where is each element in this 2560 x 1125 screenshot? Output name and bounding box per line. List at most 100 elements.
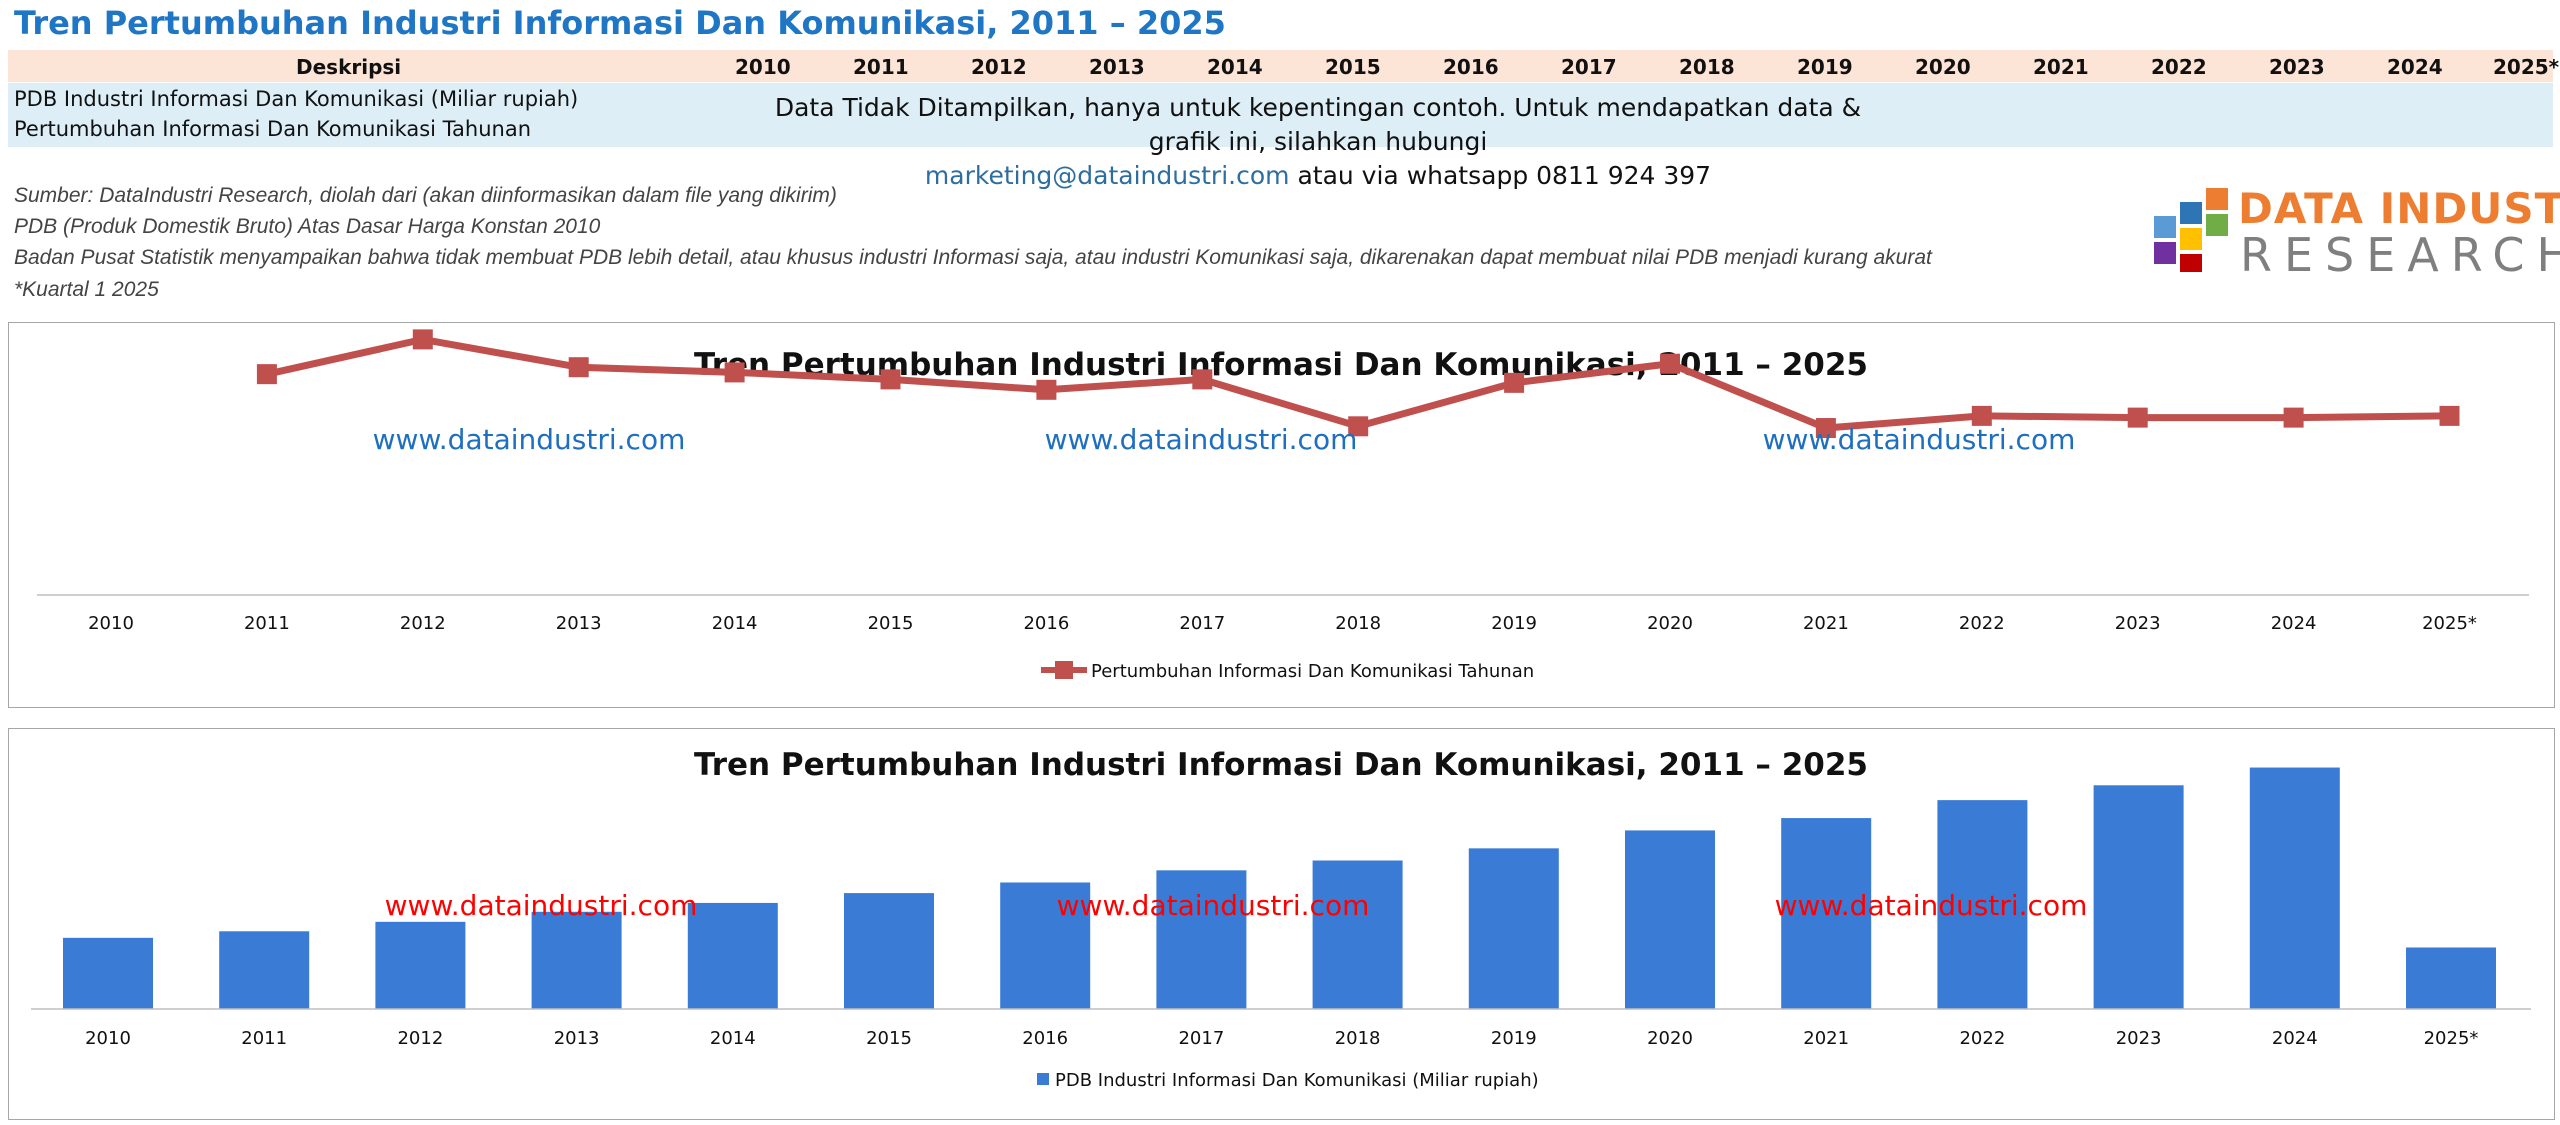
x-tick-label: 2015 (868, 613, 914, 634)
bar (687, 902, 778, 1009)
data-point (1971, 405, 1992, 426)
x-tick-label: 2016 (1022, 1028, 1068, 1049)
year-header: 2025* (2493, 55, 2560, 79)
legend-swatch-icon (1037, 1073, 1049, 1085)
data-point (2439, 405, 2460, 426)
year-header: 2017 (1561, 55, 1617, 79)
data-point (1036, 379, 1057, 400)
notice-line-1: Data Tidak Ditampilkan, hanya untuk kepe… (774, 93, 1862, 156)
data-point (1504, 372, 1525, 393)
watermark-text: www.dataindustri.com (1045, 423, 1358, 456)
bar (1312, 860, 1403, 1009)
x-tick-label: 2024 (2271, 613, 2317, 634)
bar (1156, 870, 1247, 1009)
x-tick-label: 2017 (1179, 613, 1225, 634)
bar (1937, 800, 2028, 1009)
bps-note: Badan Pusat Statistik menyampaikan bahwa… (14, 246, 1932, 269)
data-point (724, 362, 745, 383)
year-header: 2024 (2387, 55, 2443, 79)
x-tick-label: 2019 (1491, 1028, 1537, 1049)
bar (1000, 882, 1091, 1009)
legend-marker-icon (1055, 661, 1073, 679)
logo-line-1: DATA INDUSTRI (2238, 184, 2560, 233)
x-tick-label: 2011 (241, 1028, 287, 1049)
data-point (568, 357, 589, 378)
x-tick-label: 2014 (710, 1028, 756, 1049)
x-tick-label: 2020 (1647, 1028, 1693, 1049)
logo-mosaic-icon (2154, 188, 2228, 272)
legend-label: Pertumbuhan Informasi Dan Komunikasi Tah… (1091, 661, 1534, 682)
table-body: PDB Industri Informasi Dan Komunikasi (M… (8, 83, 2553, 190)
bar (844, 893, 934, 1009)
x-tick-label: 2018 (1335, 613, 1381, 634)
x-tick-label: 2019 (1491, 613, 1537, 634)
watermark-text: www.dataindustri.com (1057, 889, 1370, 922)
x-tick-label: 2025* (2422, 613, 2477, 634)
watermark-text: www.dataindustri.com (385, 889, 698, 922)
table-header-label: Deskripsi (296, 55, 402, 79)
bar (1468, 848, 1559, 1009)
year-header: 2013 (1089, 55, 1145, 79)
x-tick-label: 2016 (1023, 613, 1069, 634)
chart-title: Tren Pertumbuhan Industri Informasi Dan … (694, 747, 1868, 783)
year-header: 2023 (2269, 55, 2325, 79)
growth-line-chart-svg: Tren Pertumbuhan Industri Informasi Dan … (37, 329, 2529, 682)
pdb-bar-chart: Tren Pertumbuhan Industri Informasi Dan … (8, 728, 2555, 1120)
bar (531, 911, 622, 1009)
watermark-text: www.dataindustri.com (1775, 889, 2088, 922)
data-point (1815, 418, 1836, 439)
pdb-bar-chart-svg: Tren Pertumbuhan Industri Informasi Dan … (31, 747, 2531, 1091)
x-tick-label: 2012 (397, 1028, 443, 1049)
x-tick-label: 2018 (1335, 1028, 1381, 1049)
year-header: 2019 (1797, 55, 1853, 79)
table-row-label: PDB Industri Informasi Dan Komunikasi (M… (14, 87, 579, 111)
data-hidden-notice: Data Tidak Ditampilkan, hanya untuk kepe… (768, 91, 1868, 193)
notice-whatsapp: atau via whatsapp 0811 924 397 (1289, 161, 1712, 190)
year-header: 2016 (1443, 55, 1499, 79)
logo-line-2: RESEARCH (2240, 228, 2560, 282)
table-row-label: Pertumbuhan Informasi Dan Komunikasi Tah… (14, 117, 532, 141)
year-header: 2021 (2033, 55, 2089, 79)
x-tick-label: 2013 (556, 613, 602, 634)
year-header: 2012 (971, 55, 1027, 79)
x-tick-label: 2013 (554, 1028, 600, 1049)
year-header: 2020 (1915, 55, 1971, 79)
data-point (1660, 353, 1680, 374)
x-tick-label: 2025* (2424, 1028, 2479, 1049)
bar (219, 931, 310, 1009)
watermark-text: www.dataindustri.com (373, 423, 686, 456)
page-title: Tren Pertumbuhan Industri Informasi Dan … (14, 4, 1226, 42)
x-tick-label: 2010 (88, 613, 134, 634)
bar (2093, 785, 2184, 1009)
x-tick-label: 2022 (1959, 1028, 2005, 1049)
year-header: 2015 (1325, 55, 1381, 79)
legend-label: PDB Industri Informasi Dan Komunikasi (M… (1055, 1070, 1539, 1091)
bar (2249, 767, 2340, 1009)
x-tick-label: 2021 (1803, 613, 1849, 634)
contact-email-link[interactable]: marketing@dataindustri.com (924, 161, 1290, 190)
year-header: 2018 (1679, 55, 1735, 79)
pdb-note: PDB (Produk Domestik Bruto) Atas Dasar H… (14, 215, 601, 238)
bar (63, 937, 153, 1009)
data-point (1192, 369, 1213, 390)
x-tick-label: 2015 (866, 1028, 912, 1049)
year-header: 2010 (735, 55, 791, 79)
source-note: Sumber: DataIndustri Research, diolah da… (14, 184, 837, 207)
company-logo: DATA INDUSTRI RESEARCH (2140, 184, 2560, 282)
data-point (1348, 416, 1369, 437)
x-tick-label: 2010 (85, 1028, 131, 1049)
x-tick-label: 2021 (1803, 1028, 1849, 1049)
data-point (256, 364, 277, 385)
x-tick-label: 2020 (1647, 613, 1693, 634)
notice-line-2: marketing@dataindustri.com atau via what… (768, 159, 1868, 193)
year-header: 2014 (1207, 55, 1263, 79)
x-tick-label: 2011 (244, 613, 290, 634)
bar (375, 921, 466, 1009)
x-tick-label: 2023 (2116, 1028, 2162, 1049)
x-tick-label: 2012 (400, 613, 446, 634)
bar (1625, 830, 1715, 1009)
table-header: Deskripsi 2010 2011 2012 2013 2014 2015 … (8, 50, 2559, 82)
x-tick-label: 2022 (1959, 613, 2005, 634)
year-header: 2011 (853, 55, 909, 79)
growth-line-chart: Tren Pertumbuhan Industri Informasi Dan … (8, 322, 2555, 708)
